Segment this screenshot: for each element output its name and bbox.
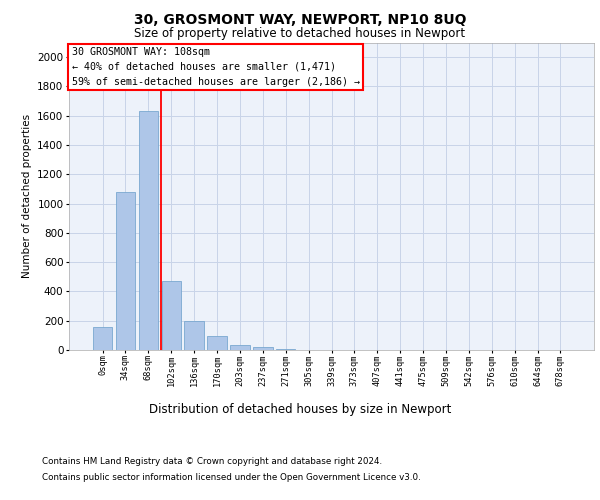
Bar: [184, 320, 204, 350]
Text: Contains public sector information licensed under the Open Government Licence v3: Contains public sector information licen…: [42, 472, 421, 482]
Text: 30 GROSMONT WAY: 108sqm
← 40% of detached houses are smaller (1,471)
59% of semi: 30 GROSMONT WAY: 108sqm ← 40% of detache…: [71, 47, 359, 86]
Text: Size of property relative to detached houses in Newport: Size of property relative to detached ho…: [134, 28, 466, 40]
Text: Contains HM Land Registry data © Crown copyright and database right 2024.: Contains HM Land Registry data © Crown c…: [42, 458, 382, 466]
Bar: [116, 192, 135, 350]
Text: 30, GROSMONT WAY, NEWPORT, NP10 8UQ: 30, GROSMONT WAY, NEWPORT, NP10 8UQ: [134, 12, 466, 26]
Bar: [139, 112, 158, 350]
Y-axis label: Number of detached properties: Number of detached properties: [22, 114, 32, 278]
Bar: [230, 345, 250, 350]
Bar: [93, 326, 112, 350]
Bar: [208, 336, 227, 350]
Text: Distribution of detached houses by size in Newport: Distribution of detached houses by size …: [149, 402, 451, 415]
Bar: [276, 348, 295, 350]
Bar: [161, 281, 181, 350]
Bar: [253, 347, 272, 350]
